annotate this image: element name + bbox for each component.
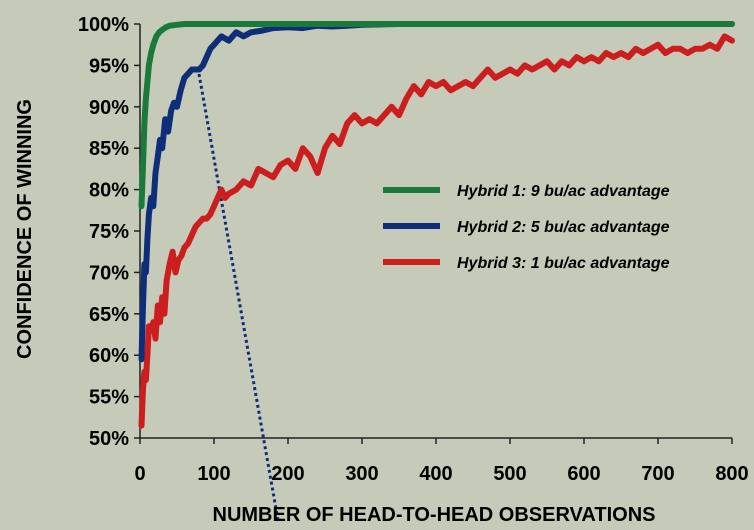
y-tick-label: 60% — [89, 345, 129, 367]
y-tick-label: 100% — [78, 14, 129, 36]
x-tick-label: 600 — [567, 463, 600, 485]
x-tick-label: 200 — [271, 463, 304, 485]
y-tick-label: 50% — [89, 428, 129, 450]
y-tick-label: 75% — [89, 221, 129, 243]
series-line-1 — [138, 21, 735, 210]
x-tick-label: 0 — [134, 463, 145, 485]
legend-label-2: Hybrid 2: 5 bu/ac advantage — [457, 219, 670, 236]
x-tick-label: 400 — [419, 463, 452, 485]
y-tick-label: 95% — [89, 55, 129, 77]
y-axis-ticks: 50% 55% 60% 65% 70% 75% 80% 85% 90% 95% 100% — [78, 14, 140, 450]
legend-label-3: Hybrid 3: 1 bu/ac advantage — [457, 255, 670, 272]
legend: Hybrid 1: 9 bu/ac advantage Hybrid 2: 5 b… — [383, 183, 670, 272]
series-lines — [138, 21, 735, 429]
dotted-annotation-line — [197, 73, 280, 521]
y-tick-label: 70% — [89, 262, 129, 284]
x-tick-label: 800 — [715, 463, 748, 485]
x-tick-label: 300 — [345, 463, 378, 485]
legend-label-1: Hybrid 1: 9 bu/ac advantage — [457, 183, 670, 200]
y-tick-label: 85% — [89, 138, 129, 160]
y-axis-title: CONFIDENCE OF WINNING — [14, 99, 36, 359]
y-tick-label: 55% — [89, 387, 129, 409]
y-tick-label: 65% — [89, 304, 129, 326]
x-tick-label: 500 — [493, 463, 526, 485]
y-tick-label: 90% — [89, 97, 129, 119]
x-axis-title: NUMBER OF HEAD-TO-HEAD OBSERVATIONS — [213, 504, 656, 526]
x-axis-ticks: 0 100 200 300 400 500 600 700 800 — [134, 438, 749, 485]
y-tick-label: 80% — [89, 180, 129, 202]
x-tick-label: 100 — [197, 463, 230, 485]
x-tick-label: 700 — [641, 463, 674, 485]
series-line-3 — [138, 33, 735, 429]
